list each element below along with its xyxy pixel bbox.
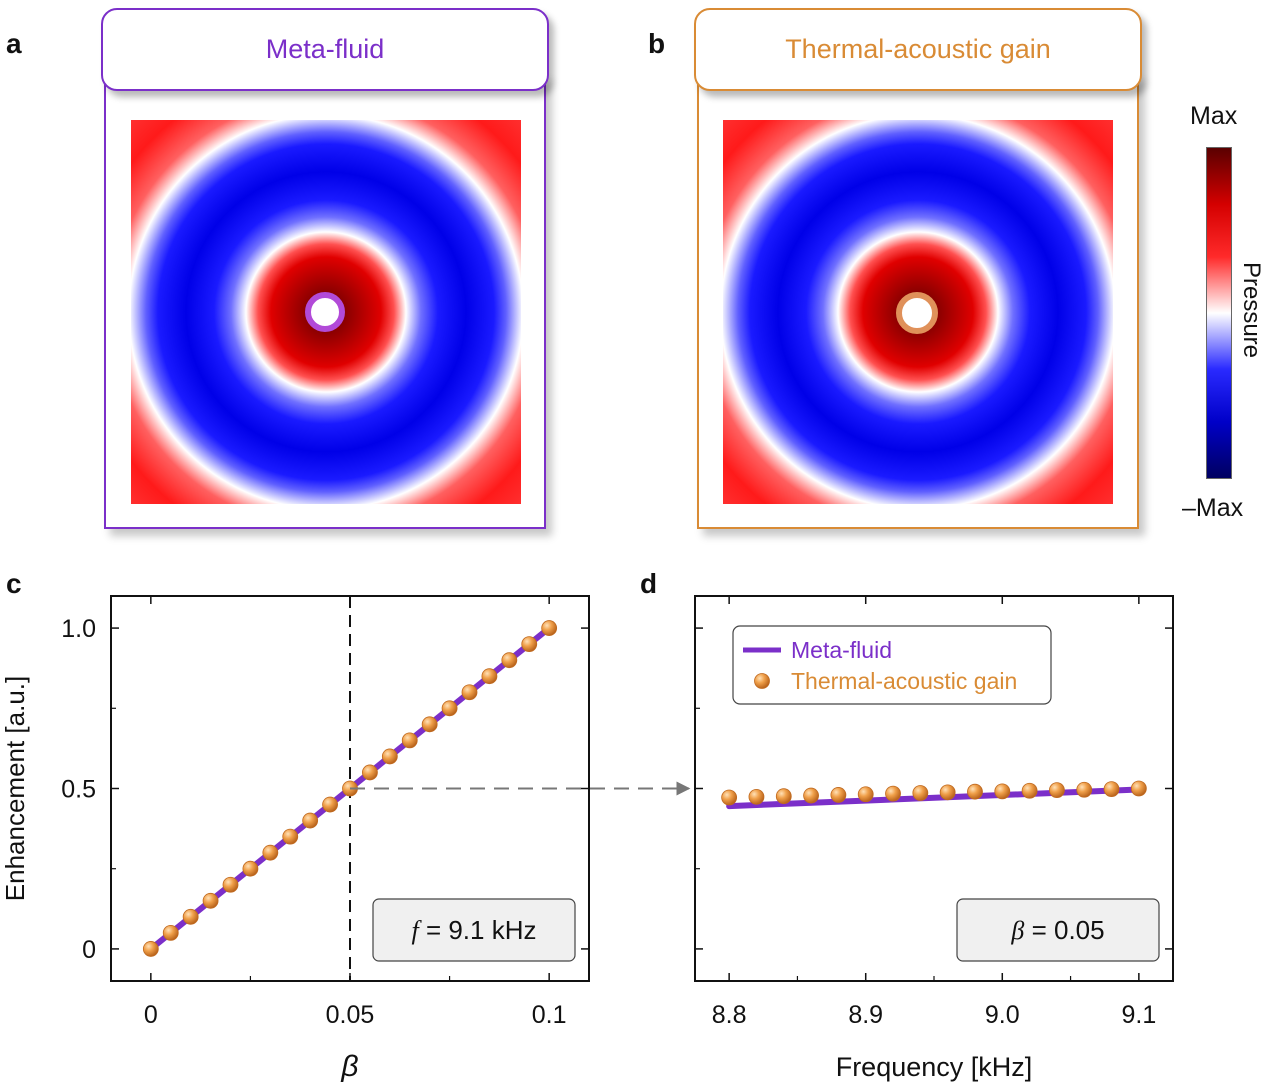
panel-a-title: Meta-fluid: [101, 8, 549, 91]
x-tick-label: 9.0: [985, 1001, 1020, 1029]
data-point: [242, 860, 259, 877]
y-axis-label: Enhancement [a.u.]: [0, 676, 30, 901]
data-point: [381, 748, 398, 765]
annotation-text: f = 9.1 kHz: [411, 915, 536, 945]
y-tick-label: 0: [82, 936, 96, 964]
data-point: [302, 812, 319, 829]
legend-box: [732, 625, 1052, 705]
colorbar: [1206, 147, 1232, 479]
legend-label-meta-fluid: Meta-fluid: [791, 637, 892, 663]
data-point: [967, 783, 983, 800]
data-point: [994, 783, 1011, 800]
x-tick-label: 0.1: [532, 1001, 567, 1029]
data-point: [362, 764, 378, 781]
data-point: [142, 941, 159, 957]
data-point: [481, 668, 498, 685]
x-tick-label: 0: [144, 1001, 158, 1029]
x-tick-label: 8.8: [712, 1001, 747, 1029]
colorbar-min-label: –Max: [1182, 494, 1244, 522]
data-point: [775, 788, 792, 805]
x-tick-label: 8.9: [848, 1001, 883, 1029]
panel-letter-c: c: [6, 568, 22, 599]
y-tick-label: 1.0: [61, 615, 96, 643]
legend-point-swatch: [754, 673, 770, 689]
chart-d: 8.8 8.9 9.0 9.1 Frequency [kHz] β = 0.05 Meta-…: [694, 595, 1174, 1082]
data-point: [162, 924, 179, 941]
data-point: [912, 785, 929, 801]
x-axis-label: β: [340, 1050, 358, 1082]
panel-letter-d: d: [640, 568, 658, 599]
x-tick-label: 9.1: [1121, 1001, 1156, 1029]
panel-letter-b: b: [648, 28, 666, 59]
gain-scatterer: [896, 292, 938, 334]
data-point: [1076, 781, 1093, 798]
meta-fluid-scatterer: [305, 292, 345, 332]
colorbar-max-label: Max: [1190, 102, 1238, 130]
x-axis-label: Frequency [kHz]: [836, 1052, 1033, 1082]
data-point: [1021, 782, 1038, 799]
data-point: [441, 700, 458, 717]
annotation-text: β = 0.05: [1010, 915, 1104, 945]
data-point: [501, 652, 518, 669]
data-point: [1103, 781, 1120, 798]
data-point: [182, 908, 199, 925]
annotation-value: = 0.05: [1024, 915, 1104, 945]
data-point: [803, 787, 819, 804]
data-point: [885, 785, 901, 802]
data-point: [401, 732, 418, 749]
data-point: [461, 684, 478, 701]
data-point: [857, 786, 874, 803]
data-point: [721, 789, 738, 806]
chart-c: 0 0.05 0.1 0 0.5 1.0 β Enhancement [a.u.] f = 9.…: [0, 595, 590, 1082]
legend-label-gain: Thermal-acoustic gain: [791, 668, 1017, 694]
y-tick-label: 0.5: [61, 776, 96, 804]
data-point: [282, 828, 299, 845]
panel-letter-a: a: [6, 28, 22, 59]
data-point: [1049, 782, 1065, 799]
data-point: [521, 636, 538, 653]
data-point: [1130, 780, 1147, 797]
panel-b-title: Thermal-acoustic gain: [694, 8, 1142, 91]
x-tick-label: 0.05: [326, 1001, 375, 1029]
data-point: [939, 784, 956, 801]
annotation-symbol: β: [1010, 916, 1024, 945]
series-line-meta-fluid: [726, 786, 1142, 810]
annotation-box: [372, 898, 576, 962]
annotation-box: [956, 898, 1160, 962]
data-point: [830, 787, 847, 803]
data-point: [202, 892, 219, 909]
annotation-value: = 9.1 kHz: [419, 915, 537, 945]
annotation-symbol: f: [411, 916, 422, 945]
data-point: [222, 876, 239, 893]
data-point: [748, 788, 765, 805]
data-point: [262, 844, 279, 861]
data-point: [541, 620, 558, 636]
data-point: [322, 796, 338, 813]
data-point: [421, 716, 438, 733]
